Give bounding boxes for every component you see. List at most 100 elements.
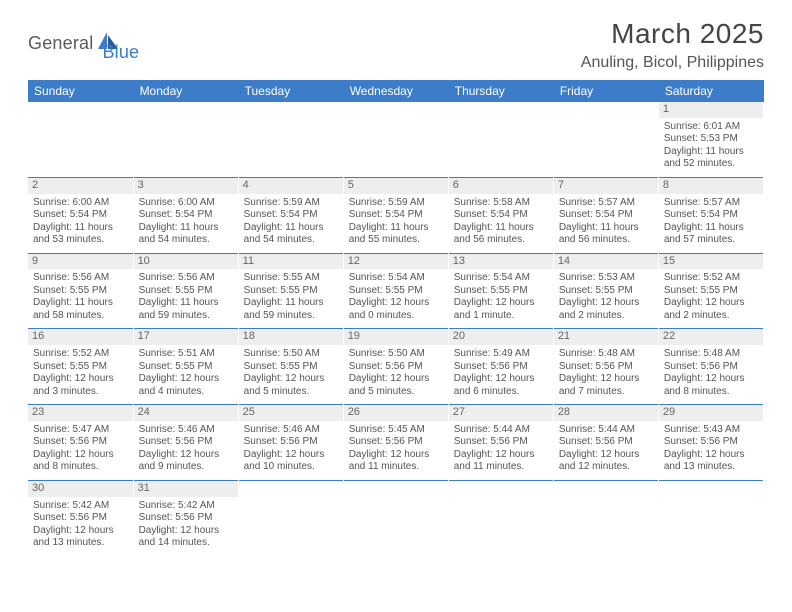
- daylight-line: Daylight: 11 hours and 53 minutes.: [33, 222, 128, 247]
- day-number: 29: [659, 405, 763, 421]
- daylight-line: Daylight: 12 hours and 0 minutes.: [349, 297, 443, 322]
- calendar-day-cell: 4Sunrise: 5:59 AMSunset: 5:54 PMDaylight…: [238, 177, 343, 253]
- day-number: 24: [134, 405, 238, 421]
- calendar-day-cell: 19Sunrise: 5:50 AMSunset: 5:56 PMDayligh…: [343, 329, 448, 405]
- sunset-line: Sunset: 5:56 PM: [139, 436, 233, 449]
- calendar-day-cell: 26Sunrise: 5:45 AMSunset: 5:56 PMDayligh…: [343, 405, 448, 481]
- logo-text-blue: Blue: [102, 24, 139, 63]
- sunrise-line: Sunrise: 5:57 AM: [664, 197, 758, 210]
- daylight-line: Daylight: 12 hours and 5 minutes.: [244, 373, 338, 398]
- day-number: 20: [449, 329, 553, 345]
- day-number: 19: [344, 329, 448, 345]
- calendar-day-cell: 25Sunrise: 5:46 AMSunset: 5:56 PMDayligh…: [238, 405, 343, 481]
- sunrise-line: Sunrise: 5:48 AM: [664, 348, 758, 361]
- daylight-line: Daylight: 11 hours and 56 minutes.: [454, 222, 548, 247]
- weekday-friday: Friday: [553, 80, 658, 102]
- sunset-line: Sunset: 5:55 PM: [244, 285, 338, 298]
- sunrise-line: Sunrise: 6:00 AM: [33, 197, 128, 210]
- daylight-line: Daylight: 12 hours and 4 minutes.: [139, 373, 233, 398]
- calendar-day-cell: 29Sunrise: 5:43 AMSunset: 5:56 PMDayligh…: [658, 405, 763, 481]
- sunset-line: Sunset: 5:55 PM: [349, 285, 443, 298]
- sunset-line: Sunset: 5:56 PM: [454, 361, 548, 374]
- sunset-line: Sunset: 5:56 PM: [33, 512, 128, 525]
- weekday-thursday: Thursday: [448, 80, 553, 102]
- daylight-line: Daylight: 12 hours and 2 minutes.: [559, 297, 653, 322]
- page-header: General Blue March 2025 Anuling, Bicol, …: [28, 18, 764, 72]
- day-number: 30: [28, 481, 133, 497]
- day-number: 3: [134, 178, 238, 194]
- calendar-day-cell: 20 Sunrise: 5:49 AMSunset: 5:56 PMDayligh…: [448, 329, 553, 405]
- sunset-line: Sunset: 5:55 PM: [139, 361, 233, 374]
- calendar-empty-cell: [553, 102, 658, 177]
- calendar-day-cell: 27Sunrise: 5:44 AMSunset: 5:56 PMDayligh…: [448, 405, 553, 481]
- calendar-empty-cell: [238, 102, 343, 177]
- calendar-day-cell: 22Sunrise: 5:48 AMSunset: 5:56 PMDayligh…: [658, 329, 763, 405]
- sunrise-line: Sunrise: 5:53 AM: [559, 272, 653, 285]
- calendar-day-cell: 11Sunrise: 5:55 AMSunset: 5:55 PMDayligh…: [238, 253, 343, 329]
- weekday-sunday: Sunday: [28, 80, 133, 102]
- calendar-day-cell: 30Sunrise: 5:42 AMSunset: 5:56 PMDayligh…: [28, 480, 133, 555]
- sunrise-line: Sunrise: 5:48 AM: [559, 348, 653, 361]
- sunset-line: Sunset: 5:54 PM: [33, 209, 128, 222]
- logo: General Blue: [28, 18, 139, 63]
- daylight-line: Daylight: 12 hours and 9 minutes.: [139, 449, 233, 474]
- day-number: 2: [28, 178, 133, 194]
- sunrise-line: Sunrise: 5:49 AM: [454, 348, 548, 361]
- sunset-line: Sunset: 5:55 PM: [244, 361, 338, 374]
- sunrise-line: Sunrise: 5:46 AM: [244, 424, 338, 437]
- day-number: 22: [659, 329, 763, 345]
- day-number: 10: [134, 254, 238, 270]
- daylight-line: Daylight: 12 hours and 6 minutes.: [454, 373, 548, 398]
- calendar-empty-cell: [448, 480, 553, 555]
- sunrise-line: Sunrise: 5:52 AM: [33, 348, 128, 361]
- day-number: 13: [449, 254, 553, 270]
- calendar-day-cell: 21Sunrise: 5:48 AMSunset: 5:56 PMDayligh…: [553, 329, 658, 405]
- calendar-empty-cell: [343, 102, 448, 177]
- sunrise-line: Sunrise: 5:58 AM: [454, 197, 548, 210]
- calendar-day-cell: 13Sunrise: 5:54 AMSunset: 5:55 PMDayligh…: [448, 253, 553, 329]
- day-number: 26: [344, 405, 448, 421]
- calendar-week-row: 2Sunrise: 6:00 AMSunset: 5:54 PMDaylight…: [28, 177, 764, 253]
- daylight-line: Daylight: 12 hours and 14 minutes.: [139, 525, 233, 550]
- day-number: 5: [344, 178, 448, 194]
- day-number: 21: [554, 329, 658, 345]
- calendar-day-cell: 2 Sunrise: 6:00 AMSunset: 5:54 PMDaylight…: [28, 177, 133, 253]
- calendar-day-cell: 23Sunrise: 5:47 AMSunset: 5:56 PMDayligh…: [28, 405, 133, 481]
- day-number: 7: [554, 178, 658, 194]
- sunrise-line: Sunrise: 6:01 AM: [664, 121, 758, 134]
- sunset-line: Sunset: 5:54 PM: [559, 209, 653, 222]
- month-title: March 2025: [581, 18, 764, 50]
- sunset-line: Sunset: 5:54 PM: [139, 209, 233, 222]
- sunset-line: Sunset: 5:55 PM: [33, 285, 128, 298]
- calendar-week-row: 30 Sunrise: 5:42 AMSunset: 5:56 PM Dayligh…: [28, 480, 764, 555]
- daylight-line: Daylight: 11 hours and 54 minutes.: [244, 222, 338, 247]
- day-number: 15: [659, 254, 763, 270]
- sunrise-line: Sunrise: 5:52 AM: [664, 272, 758, 285]
- day-number: 23: [28, 405, 133, 421]
- weekday-header-row: Sunday Monday Tuesday Wednesday Thursday…: [28, 80, 764, 102]
- sunset-line: Sunset: 5:54 PM: [349, 209, 443, 222]
- calendar-empty-cell: [553, 480, 658, 555]
- daylight-line: Daylight: 11 hours and 54 minutes.: [139, 222, 233, 247]
- sunset-line: Sunset: 5:54 PM: [454, 209, 548, 222]
- calendar-day-cell: 5Sunrise: 5:59 AMSunset: 5:54 PMDaylight…: [343, 177, 448, 253]
- sunrise-line: Sunrise: 5:42 AM: [33, 500, 128, 513]
- day-number: 1: [659, 102, 763, 118]
- sunset-line: Sunset: 5:56 PM: [559, 361, 653, 374]
- sunrise-line: Sunrise: 5:50 AM: [349, 348, 443, 361]
- daylight-line: Daylight: 11 hours and 52 minutes.: [664, 146, 758, 171]
- day-number: 12: [344, 254, 448, 270]
- calendar-day-cell: 28Sunrise: 5:44 AMSunset: 5:56 PMDayligh…: [553, 405, 658, 481]
- sunrise-line: Sunrise: 5:46 AM: [139, 424, 233, 437]
- sunset-line: Sunset: 5:54 PM: [664, 209, 758, 222]
- daylight-line: Daylight: 12 hours and 12 minutes.: [559, 449, 653, 474]
- day-number: 25: [239, 405, 343, 421]
- sunrise-line: Sunrise: 5:59 AM: [349, 197, 443, 210]
- daylight-line: Daylight: 12 hours and 10 minutes.: [244, 449, 338, 474]
- calendar-table: Sunday Monday Tuesday Wednesday Thursday…: [28, 80, 764, 556]
- daylight-line: Daylight: 12 hours and 11 minutes.: [349, 449, 443, 474]
- daylight-line: Daylight: 12 hours and 11 minutes.: [454, 449, 548, 474]
- daylight-line: Daylight: 12 hours and 8 minutes.: [664, 373, 758, 398]
- sunset-line: Sunset: 5:56 PM: [33, 436, 128, 449]
- day-number: 18: [239, 329, 343, 345]
